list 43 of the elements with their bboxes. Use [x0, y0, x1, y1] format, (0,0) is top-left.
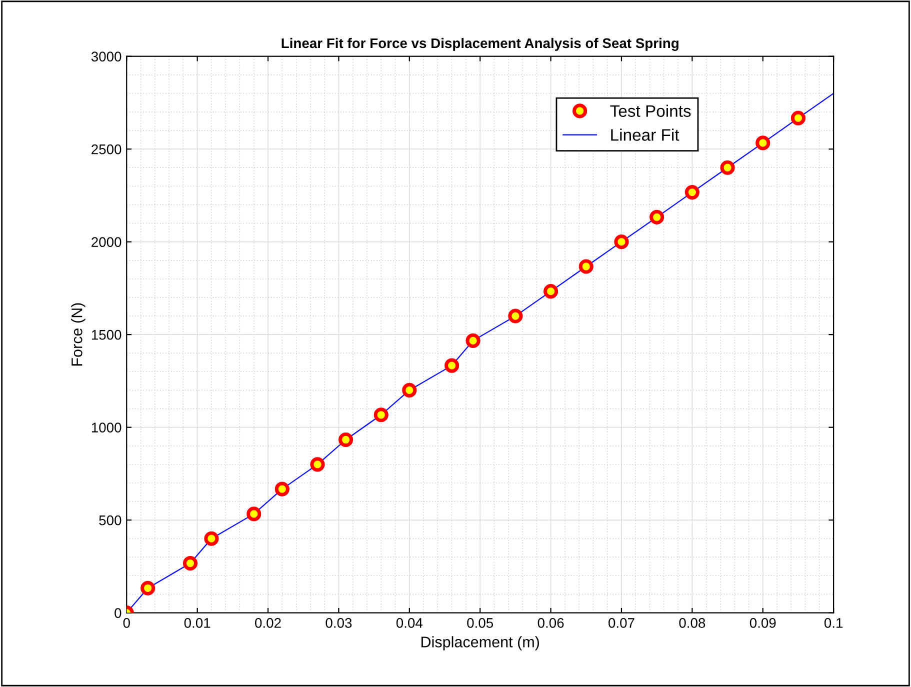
point	[756, 136, 770, 150]
point	[274, 482, 290, 496]
x-tick-label: 0.01	[184, 618, 210, 628]
x-tick-label: 0.06	[538, 618, 564, 628]
point	[374, 408, 388, 422]
y-tick-label: 0	[114, 608, 122, 618]
point	[650, 210, 664, 224]
point	[204, 531, 219, 546]
point	[182, 556, 198, 571]
x-tick-label: 0.08	[679, 618, 706, 628]
x-tick-label: 0.04	[396, 618, 423, 628]
y-tick-label: 1000	[92, 422, 122, 432]
point	[140, 580, 156, 596]
point	[508, 308, 523, 324]
y-tick-label: 1500	[92, 330, 122, 340]
point	[614, 234, 629, 250]
x-tick-label: 0.05	[467, 618, 494, 628]
legend-label: Linear Fit	[611, 128, 680, 141]
point	[310, 457, 325, 472]
y-tick-label: 2000	[92, 237, 122, 247]
x-tick-label: 0.1	[824, 618, 843, 628]
point	[466, 333, 480, 348]
point	[790, 110, 806, 126]
y-tick-label: 3000	[91, 52, 122, 62]
point	[338, 432, 354, 448]
point	[578, 259, 594, 274]
x-axis-title: Displacement (m)	[422, 636, 539, 650]
legend-label: Test Points	[610, 104, 691, 117]
point	[444, 358, 460, 373]
y-tick-label: 2500	[92, 144, 122, 154]
point	[720, 160, 735, 175]
point	[544, 284, 558, 299]
x-tick-label: 0.09	[750, 618, 776, 628]
x-tick-label: 0.07	[608, 618, 634, 628]
chart-title: Linear Fit for Force vs Displacement Analysis of Seat Spring	[282, 38, 678, 51]
x-tick-label: 0	[123, 618, 130, 628]
y-axis-title: Force (N)	[71, 303, 86, 366]
point	[246, 506, 262, 522]
x-tick-label: 0.02	[255, 618, 281, 628]
point	[402, 382, 417, 398]
point	[684, 185, 700, 200]
x-tick-label: 0.03	[326, 618, 352, 628]
y-tick-label: 500	[99, 515, 122, 526]
